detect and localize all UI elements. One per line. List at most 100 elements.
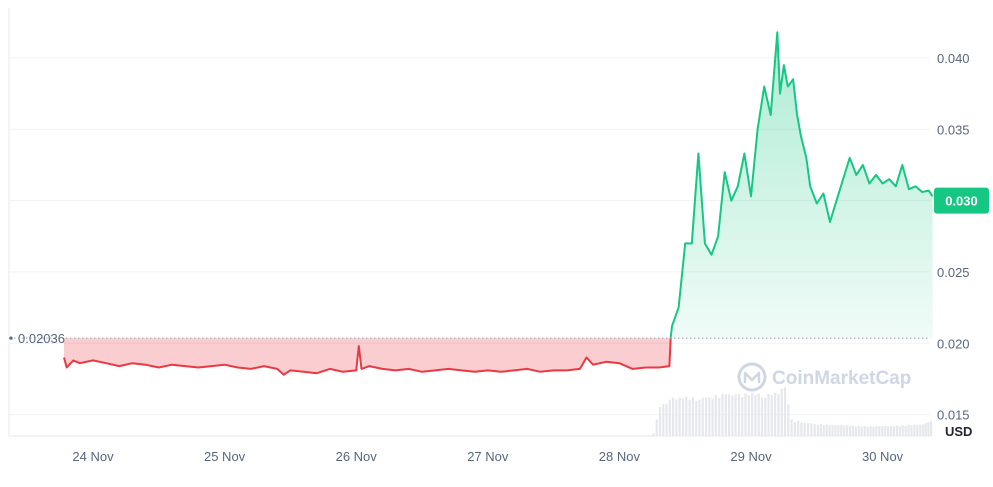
volume-bar	[777, 393, 780, 436]
price-line	[63, 31, 934, 376]
y-tick-label: 0.040	[937, 51, 970, 66]
volume-bar	[922, 424, 925, 436]
x-tick-label: 26 Nov	[336, 449, 378, 464]
volume-bar	[916, 424, 919, 436]
volume-bar	[767, 394, 770, 436]
volume-bar	[780, 388, 783, 436]
volume-bar	[783, 387, 787, 436]
coinmarketcap-logo-icon	[737, 362, 767, 392]
volume-bar	[884, 425, 887, 436]
volume-bar	[685, 396, 688, 436]
baseline-dot	[9, 336, 13, 340]
volume-bars	[652, 387, 933, 436]
volume-bar	[652, 433, 655, 436]
volume-bar	[747, 395, 750, 436]
volume-bar	[810, 423, 813, 436]
x-tick-label: 25 Nov	[204, 449, 246, 464]
volume-bar	[904, 426, 907, 436]
volume-bar	[851, 425, 855, 436]
volume-bar	[760, 397, 764, 436]
volume-bar	[872, 426, 875, 436]
volume-bar	[869, 426, 872, 436]
volume-bar	[927, 422, 930, 436]
volume-bar	[806, 423, 810, 436]
current-price-badge	[934, 187, 989, 214]
volume-bar	[662, 404, 665, 436]
grid-lines	[9, 57, 930, 416]
x-tick-label: 28 Nov	[599, 449, 641, 464]
x-tick-label: 24 Nov	[72, 449, 114, 464]
volume-bar	[813, 424, 816, 436]
volume-bar	[741, 397, 744, 436]
coinmarketcap-logo-mark	[743, 371, 761, 383]
volume-bar	[790, 419, 793, 436]
currency-label: USD	[945, 424, 972, 439]
volume-bar	[668, 399, 671, 436]
volume-bar	[751, 392, 754, 436]
price-line-down	[63, 338, 672, 376]
volume-bar	[731, 395, 734, 436]
volume-bar	[919, 424, 922, 436]
volume-bar	[875, 426, 878, 436]
volume-bar	[793, 421, 796, 436]
volume-bar	[797, 420, 800, 436]
volume-bar	[704, 397, 708, 436]
volume-bar	[734, 394, 737, 436]
volume-bar	[803, 422, 806, 436]
volume-bar	[727, 394, 731, 436]
volume-bar	[837, 425, 840, 436]
volume-bar	[737, 394, 741, 436]
volume-bar	[846, 425, 849, 436]
volume-bar	[819, 424, 822, 436]
x-tick-label: 30 Nov	[862, 449, 904, 464]
volume-bar	[822, 424, 825, 436]
volume-bar	[816, 424, 819, 436]
volume-bar	[889, 425, 893, 436]
volume-bar	[754, 394, 757, 436]
volume-bar	[878, 426, 881, 436]
volume-bar	[866, 426, 869, 436]
volume-bar	[848, 425, 852, 436]
volume-bar	[658, 406, 662, 436]
volume-bar	[828, 424, 831, 436]
y-axis-ticks: 0.015 0.020 0.025 0.035 0.040	[937, 51, 970, 423]
volume-bar	[834, 424, 837, 436]
volume-bar	[787, 404, 790, 436]
plot-frame	[8, 8, 930, 437]
volume-bar	[672, 397, 675, 436]
baseline-label: 0.02036	[18, 331, 65, 346]
volume-bar	[701, 397, 704, 436]
labels: 0.02036 0.030 USD	[18, 187, 989, 439]
baseline	[9, 336, 930, 340]
volume-bar	[929, 421, 933, 436]
volume-bar	[898, 426, 901, 436]
volume-bar	[913, 424, 916, 436]
volume-bar	[910, 425, 913, 436]
volume-bar	[764, 397, 767, 436]
y-tick-label: 0.020	[937, 336, 970, 351]
price-area	[64, 32, 933, 375]
volume-bar	[840, 424, 843, 436]
volume-bar	[854, 426, 858, 436]
volume-bar	[901, 425, 904, 436]
y-tick-label: 0.035	[937, 122, 970, 137]
volume-bar	[655, 419, 658, 436]
volume-bar	[721, 393, 724, 436]
watermark: CoinMarketCap	[737, 362, 911, 392]
volume-bar	[843, 425, 846, 436]
volume-bar	[718, 398, 721, 436]
volume-bar	[698, 399, 701, 436]
volume-bar	[895, 425, 898, 436]
volume-bar	[857, 425, 860, 436]
watermark-text: CoinMarketCap	[772, 368, 911, 389]
volume-bar	[770, 394, 773, 436]
volume-bar	[688, 399, 691, 436]
volume-bar	[691, 397, 694, 436]
volume-bar	[714, 394, 718, 436]
volume-bar	[724, 394, 727, 436]
volume-bar	[907, 424, 910, 436]
volume-bar	[892, 426, 896, 436]
volume-bar	[675, 399, 678, 436]
